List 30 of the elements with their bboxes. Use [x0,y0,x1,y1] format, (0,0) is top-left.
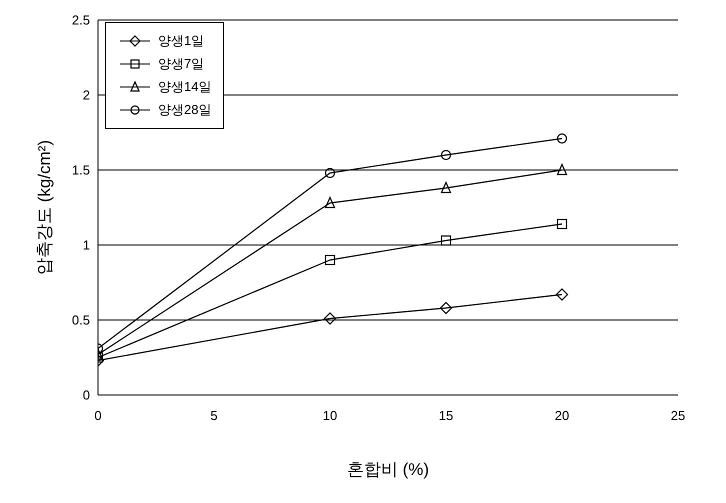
point [324,254,336,266]
point [440,235,452,246]
x-tick-label: 20 [554,408,570,424]
x-tick-label: 25 [670,408,686,424]
y-tick-label: 0.5 [72,312,90,328]
y-tick-label: 2 [82,88,90,103]
x-tick-label: 10 [322,408,338,424]
x-tick-label: 5 [210,408,218,424]
legend-label: 양생7일 [158,55,204,73]
point [324,312,336,325]
y-tick-label: 0 [82,388,90,403]
point [440,302,452,314]
y-tick-label: 1.5 [72,162,90,178]
point [440,150,452,160]
point [324,168,336,178]
point [324,196,336,208]
legend-label: 양생14일 [158,78,212,96]
point [556,133,568,144]
x-tick-label: 0 [94,408,102,424]
point [440,182,452,194]
y-axis-title: 압축강도 (kg/cm²) [35,140,54,276]
point [556,218,568,230]
point [556,164,568,176]
x-tick-label: 15 [438,408,454,424]
legend-label: 양생28일 [158,101,212,119]
y-tick-label: 2.5 [72,12,90,28]
point [556,288,568,301]
x-axis-title: 혼합비 (%) [346,460,430,479]
legend-label: 양생1일 [158,32,204,50]
y-tick-label: 1 [82,238,90,253]
